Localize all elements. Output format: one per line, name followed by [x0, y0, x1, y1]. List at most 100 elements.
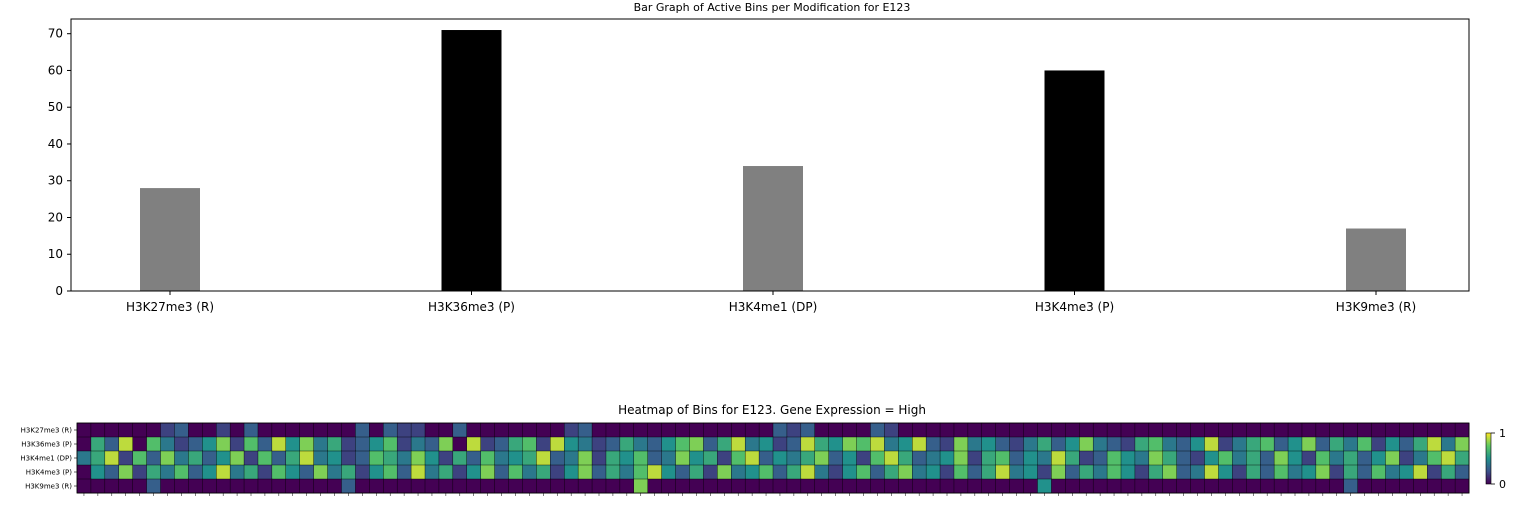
heatmap-cell	[564, 478, 579, 494]
heatmap-cell	[619, 464, 635, 480]
heatmap-cell	[1440, 422, 1456, 438]
heatmap-cell	[452, 450, 468, 466]
heatmap-cell	[744, 422, 760, 438]
heatmap-cell	[800, 450, 816, 466]
colorbar-gradient	[1485, 432, 1492, 485]
heatmap-cell	[1218, 478, 1233, 494]
heatmap-cell	[494, 450, 510, 466]
heatmap-cell	[132, 450, 148, 466]
heatmap-cell	[925, 422, 941, 438]
heatmap-cell	[271, 436, 287, 452]
heatmap-cell	[675, 464, 690, 480]
heatmap-cell	[786, 450, 802, 466]
heatmap-cell	[967, 450, 983, 466]
heatmap-cell	[1357, 422, 1373, 438]
heatmap-cell	[452, 422, 468, 438]
heatmap-cell	[1427, 422, 1442, 438]
heatmap-cell	[1134, 478, 1150, 494]
bar-y-tick-label: 40	[48, 137, 63, 151]
heatmap-cell	[1148, 464, 1164, 480]
heatmap-cell	[522, 478, 537, 494]
heatmap-cell	[591, 478, 607, 494]
heatmap-cell	[591, 464, 607, 480]
heatmap-cell	[1009, 422, 1025, 438]
heatmap-cell	[424, 464, 440, 480]
heatmap-cell	[494, 422, 510, 438]
heatmap-cell	[285, 464, 301, 480]
heatmap-cell	[605, 436, 621, 452]
heatmap-cell	[1176, 436, 1192, 452]
heatmap-cell	[1273, 464, 1289, 480]
heatmap-cell	[383, 436, 398, 452]
heatmap-cell	[1051, 478, 1066, 494]
heatmap-cell	[341, 478, 356, 494]
heatmap-cell	[536, 422, 551, 438]
heatmap-cell	[1204, 478, 1219, 494]
heatmap-cell	[1120, 436, 1136, 452]
heatmap-cell	[1079, 450, 1094, 466]
heatmap-cell	[1427, 450, 1442, 466]
heatmap-cell	[967, 464, 983, 480]
heatmap-cell	[619, 422, 635, 438]
heatmap-cell	[313, 464, 329, 480]
heatmap-cell	[494, 478, 510, 494]
heatmap-cell	[202, 464, 217, 480]
heatmap-cell	[1190, 436, 1206, 452]
heatmap-cell	[160, 464, 175, 480]
heatmap-cell	[744, 436, 760, 452]
heatmap-cell	[1385, 478, 1400, 494]
heatmap-cell	[1357, 464, 1373, 480]
bar-y-tick-label: 50	[48, 100, 63, 114]
heatmap-cell	[1246, 478, 1261, 494]
heatmap-cell	[856, 478, 871, 494]
heatmap-cell	[1037, 436, 1052, 452]
heatmap-cell	[1037, 422, 1052, 438]
heatmap-cell	[1357, 436, 1373, 452]
heatmap-cell	[1413, 464, 1428, 480]
heatmap-cell	[870, 478, 885, 494]
heatmap-cell	[1218, 464, 1233, 480]
heatmap-cell	[758, 464, 774, 480]
heatmap-row-label: H3K27me3 (R)	[21, 427, 73, 435]
heatmap-cell	[619, 478, 635, 494]
heatmap-cell	[313, 450, 329, 466]
heatmap-cell	[104, 422, 120, 438]
heatmap-cell	[522, 422, 537, 438]
heatmap-cell	[925, 436, 941, 452]
heatmap-cell	[1120, 422, 1136, 438]
heatmap-cell	[1134, 422, 1150, 438]
heatmap-cell	[856, 464, 871, 480]
heatmap-cell	[912, 450, 927, 466]
heatmap-cell	[884, 450, 899, 466]
heatmap-cell	[1204, 450, 1219, 466]
heatmap-cell	[1023, 478, 1038, 494]
heatmap-cell	[1399, 464, 1414, 480]
heatmap-cell	[550, 450, 565, 466]
heatmap-cell	[243, 422, 259, 438]
heatmap-cell	[438, 436, 454, 452]
heatmap-cell	[1148, 450, 1164, 466]
heatmap-cell	[661, 422, 677, 438]
heatmap-cell	[1051, 436, 1066, 452]
heatmap-cell	[410, 436, 426, 452]
heatmap-cell	[229, 436, 245, 452]
heatmap-cell	[243, 436, 259, 452]
heatmap-cell	[925, 450, 941, 466]
heatmap-cell	[731, 422, 746, 438]
heatmap-cell	[480, 478, 496, 494]
heatmap-cell	[675, 422, 690, 438]
heatmap-cell	[1065, 436, 1080, 452]
heatmap-cell	[508, 478, 523, 494]
heatmap-cell	[689, 464, 704, 480]
heatmap-cell	[424, 422, 440, 438]
heatmap-cell	[480, 464, 496, 480]
heatmap-cell	[1009, 450, 1025, 466]
heatmap-cell	[90, 450, 106, 466]
heatmap-cell	[1287, 436, 1303, 452]
heatmap-cell	[1427, 464, 1442, 480]
heatmap-cell	[1385, 450, 1400, 466]
heatmap-cell	[410, 422, 426, 438]
heatmap-cell	[299, 436, 315, 452]
heatmap-cell	[953, 450, 969, 466]
heatmap-cell	[577, 464, 593, 480]
